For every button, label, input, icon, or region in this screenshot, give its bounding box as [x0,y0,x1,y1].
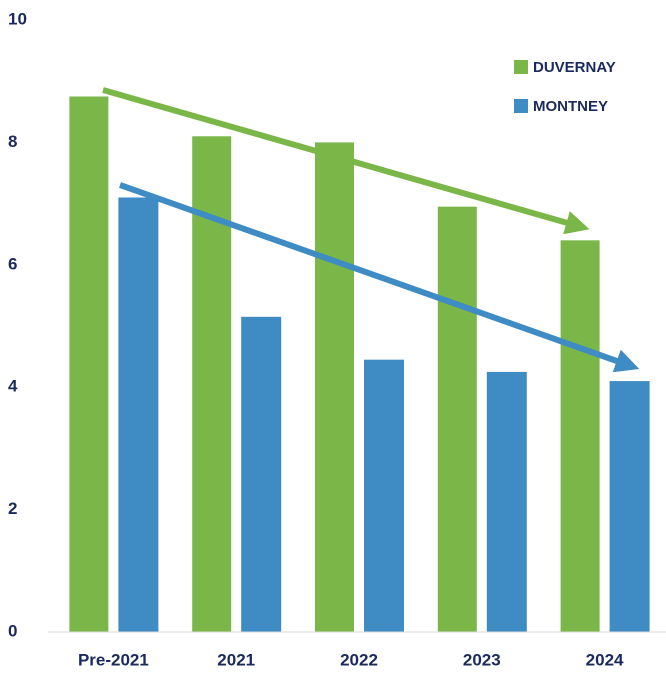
y-tick-label: 6 [8,254,17,273]
legend-label: MONTNEY [533,98,608,115]
bar [364,359,404,632]
x-tick-label: Pre-2021 [78,650,149,669]
y-tick-label: 2 [8,499,17,518]
x-tick-label: 2022 [340,650,378,669]
x-tick-label: 2024 [586,650,624,669]
legend-swatch [514,60,528,74]
bar [609,381,650,632]
bar [118,197,159,633]
bar [437,206,477,632]
bar [69,96,109,632]
y-tick-label: 8 [8,132,17,151]
y-tick-label: 10 [8,9,27,28]
y-tick-label: 4 [8,377,18,396]
x-tick-label: 2021 [217,650,255,669]
legend-swatch [514,99,528,113]
legend-label: DUVERNAY [533,59,616,76]
y-tick-label: 0 [8,621,17,640]
bar [315,142,354,632]
bar [241,316,282,632]
trend-arrow [118,182,640,373]
plot [69,96,650,633]
x-tick-label: 2023 [463,650,501,669]
bar [560,240,600,632]
trend-arrow [102,87,590,235]
bar [486,371,527,632]
